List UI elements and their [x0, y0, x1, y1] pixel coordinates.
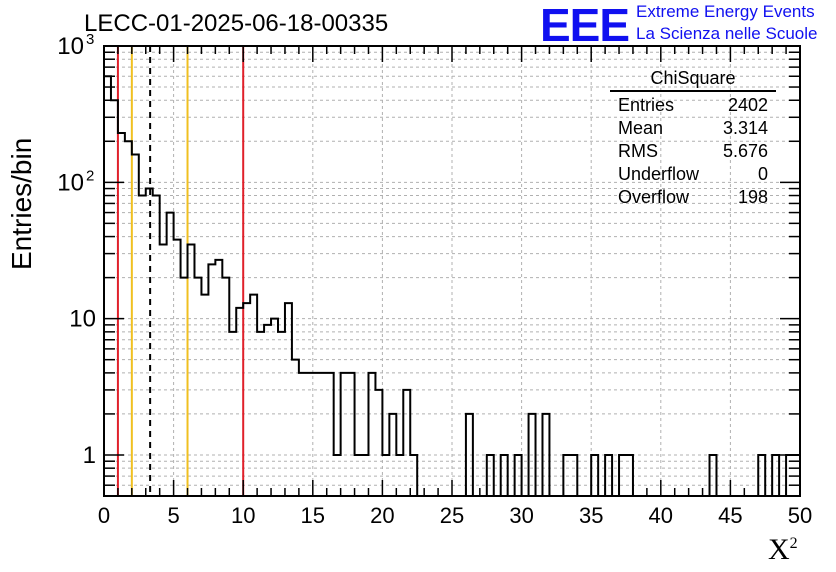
- logo-line1: Extreme Energy Events: [636, 2, 815, 21]
- y-tick-exponent: 3: [86, 31, 94, 48]
- plot-frame: [103, 45, 801, 497]
- x-axis-label: X2: [768, 533, 798, 567]
- stats-value: 0: [757, 164, 768, 184]
- stats-title: ChiSquare: [610, 68, 776, 92]
- y-tick-label: 10: [57, 169, 84, 196]
- stats-value: 198: [737, 187, 768, 207]
- y-tick-exponent: 2: [86, 167, 94, 184]
- x-tick-label: 45: [718, 503, 742, 528]
- y-tick-label: 10: [69, 306, 96, 333]
- x-axis-label-superscript: 2: [789, 535, 798, 552]
- stats-row: Mean 3.314: [610, 117, 776, 140]
- stats-row: Underflow 0: [610, 163, 776, 186]
- eee-logo: EEE: [540, 0, 630, 51]
- stats-row: Entries 2402: [610, 94, 776, 117]
- x-tick-label: 25: [440, 503, 464, 528]
- x-tick-label: 20: [370, 503, 394, 528]
- x-tick-label: 35: [579, 503, 603, 528]
- stats-row: RMS 5.676: [610, 140, 776, 163]
- x-tick-label: 10: [231, 503, 255, 528]
- x-tick-label: 15: [301, 503, 325, 528]
- stats-row: Overflow 198: [610, 186, 776, 209]
- stats-label: Underflow: [618, 164, 700, 184]
- x-tick-label: 0: [98, 503, 110, 528]
- stats-label: Overflow: [618, 187, 690, 207]
- stats-box: ChiSquare Entries 2402 Mean 3.314 RMS 5.676…: [610, 68, 776, 209]
- stats-label: Entries: [618, 95, 675, 115]
- x-tick-label: 50: [788, 503, 812, 528]
- logo-line2: La Scienza nelle Scuole: [636, 24, 818, 43]
- x-tick-label: 30: [509, 503, 533, 528]
- x-tick-labels: 0 5 10 15 20 25 30 35 40 45 50: [98, 503, 812, 528]
- y-tick-label: 1: [83, 442, 96, 469]
- y-axis-label: Entries/bin: [6, 137, 37, 270]
- stats-label: RMS: [618, 141, 658, 161]
- x-tick-label: 40: [649, 503, 673, 528]
- chart-title: LECC-01-2025-06-18-00335: [84, 10, 389, 37]
- y-tick-label: 10: [57, 33, 84, 60]
- stats-label: Mean: [618, 118, 664, 138]
- x-axis-label-text: X: [768, 533, 790, 566]
- stats-value: 5.676: [722, 141, 768, 161]
- x-tick-label: 5: [167, 503, 179, 528]
- stats-value: 3.314: [722, 118, 768, 138]
- stats-value: 2402: [727, 95, 768, 115]
